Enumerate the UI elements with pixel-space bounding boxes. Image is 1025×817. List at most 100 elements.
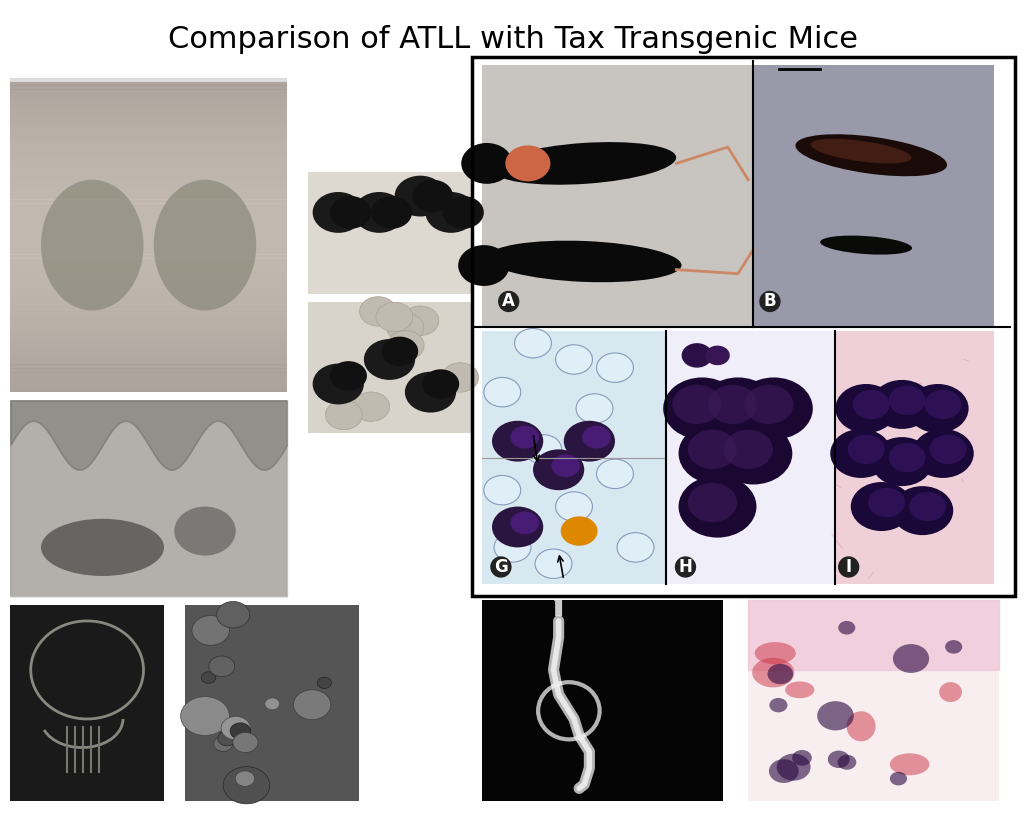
Bar (10, 400, 287, 596)
Circle shape (535, 549, 572, 578)
Bar (10, 605, 164, 801)
Circle shape (395, 176, 446, 217)
Circle shape (836, 699, 864, 721)
Circle shape (889, 386, 926, 415)
Circle shape (360, 355, 397, 385)
Circle shape (422, 369, 459, 399)
Ellipse shape (811, 139, 911, 163)
Bar (10, 388, 287, 392)
Circle shape (871, 380, 933, 429)
Circle shape (830, 429, 892, 478)
Circle shape (313, 364, 364, 404)
Bar (10, 282, 287, 286)
Bar (10, 117, 287, 121)
Circle shape (912, 429, 974, 478)
Bar (308, 302, 472, 433)
Circle shape (582, 426, 611, 449)
Circle shape (830, 741, 855, 761)
Circle shape (327, 722, 347, 739)
Bar (10, 337, 287, 341)
Ellipse shape (492, 142, 676, 185)
Circle shape (391, 324, 427, 354)
Ellipse shape (174, 507, 236, 556)
Circle shape (484, 377, 521, 407)
Bar (10, 78, 287, 82)
Bar (10, 333, 287, 337)
Bar (10, 113, 287, 117)
Bar (10, 243, 287, 247)
Circle shape (412, 180, 453, 212)
Circle shape (505, 145, 550, 181)
Bar (10, 258, 287, 262)
Bar (10, 377, 287, 381)
Bar (10, 82, 287, 86)
Circle shape (297, 771, 332, 799)
Bar (10, 176, 287, 180)
Circle shape (492, 507, 543, 547)
Circle shape (209, 763, 231, 780)
Bar (10, 141, 287, 145)
Circle shape (909, 492, 946, 521)
Circle shape (679, 422, 756, 484)
Ellipse shape (791, 755, 820, 783)
Bar (10, 172, 287, 176)
Bar (748, 600, 999, 801)
Bar (10, 219, 287, 223)
Ellipse shape (922, 737, 954, 760)
Circle shape (930, 435, 967, 464)
Circle shape (561, 516, 598, 546)
Circle shape (443, 196, 484, 229)
Circle shape (299, 636, 338, 667)
Bar (10, 152, 287, 156)
Circle shape (306, 689, 354, 726)
Bar (10, 212, 287, 216)
Bar (10, 341, 287, 345)
Bar (10, 227, 287, 231)
Circle shape (271, 748, 305, 776)
Ellipse shape (795, 134, 947, 176)
Circle shape (851, 482, 912, 531)
Bar (10, 310, 287, 314)
Circle shape (679, 475, 756, 538)
Circle shape (510, 511, 539, 534)
Bar (10, 136, 287, 141)
Bar (10, 306, 287, 310)
Circle shape (688, 430, 737, 469)
Bar (10, 373, 287, 377)
Bar (10, 290, 287, 294)
Bar (10, 86, 287, 90)
Circle shape (330, 361, 367, 391)
Circle shape (551, 454, 580, 477)
Circle shape (282, 704, 319, 734)
Circle shape (458, 245, 509, 286)
Bar (10, 247, 287, 251)
Bar (10, 156, 287, 160)
Ellipse shape (912, 690, 961, 723)
Circle shape (892, 486, 953, 535)
Circle shape (714, 422, 792, 484)
Ellipse shape (41, 180, 144, 310)
Bar (10, 234, 287, 239)
Circle shape (425, 192, 477, 233)
Bar (10, 203, 287, 208)
Bar (10, 101, 287, 105)
Bar (10, 125, 287, 129)
Circle shape (314, 777, 339, 798)
Bar (10, 329, 287, 333)
Circle shape (405, 372, 456, 413)
Circle shape (688, 483, 737, 522)
Circle shape (744, 385, 793, 424)
Bar (10, 109, 287, 113)
Circle shape (371, 196, 412, 229)
Circle shape (218, 685, 254, 713)
Circle shape (682, 343, 712, 368)
Bar (10, 262, 287, 266)
Text: G: G (494, 558, 507, 576)
Circle shape (533, 449, 584, 490)
Bar (10, 97, 287, 101)
Circle shape (889, 443, 926, 472)
Bar (10, 286, 287, 290)
Circle shape (844, 741, 865, 758)
Bar (10, 360, 287, 364)
Bar (184, 605, 359, 801)
